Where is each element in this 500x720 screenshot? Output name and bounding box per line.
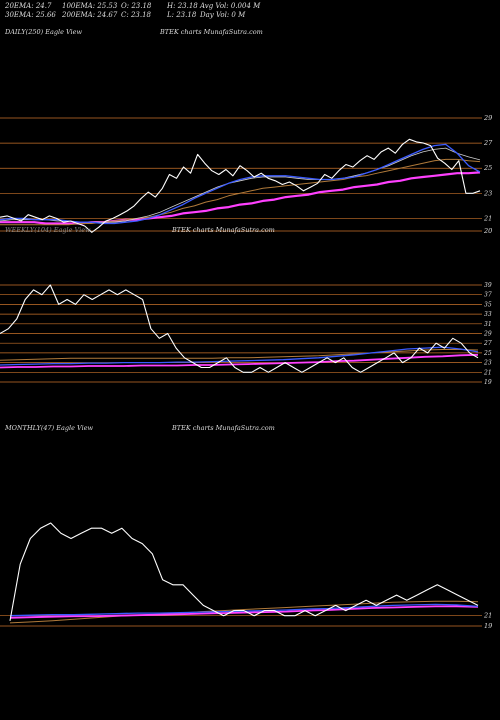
- y-tick-label: 27: [483, 139, 493, 147]
- y-tick-label: 27: [483, 340, 492, 347]
- y-tick-label: 29: [483, 331, 492, 338]
- y-tick-label: 21: [483, 612, 492, 620]
- open-text: O: 23.18: [121, 2, 152, 10]
- y-tick-label: 19: [484, 379, 492, 386]
- y-tick-label: 39: [484, 282, 492, 289]
- weekly-panel-label: WEEKLY(104) Eagle View: [5, 226, 91, 234]
- ema-brown-line: [9, 600, 479, 624]
- avg-vol-text: Avg Vol: 0.004 M: [200, 2, 261, 10]
- y-tick-label: 29: [483, 114, 492, 122]
- price-line: [9, 522, 479, 621]
- high-text: H: 23.18: [167, 2, 198, 10]
- ema100-line: [0, 158, 481, 226]
- daily-watermark: BTEK charts MunafaSutra.com: [160, 28, 263, 36]
- ema100-text: 100EMA: 25.53: [62, 2, 118, 10]
- daily-panel-label: DAILY(250) Eagle View: [5, 28, 83, 36]
- weekly-watermark: BTEK charts MunafaSutra.com: [172, 226, 275, 234]
- ema-magenta-line: [9, 605, 479, 619]
- y-tick-label: 19: [484, 622, 492, 630]
- price-line: [0, 138, 481, 233]
- y-tick-label: 21: [483, 369, 492, 376]
- ema200-text: 200EMA: 24.67: [62, 11, 118, 19]
- weekly-chart: 39 37 35 33 31 29 27 25 23 21 19: [0, 282, 492, 386]
- ema-brown-line: [0, 349, 479, 361]
- monthly-watermark: BTEK charts MunafaSutra.com: [172, 424, 275, 432]
- y-tick-label: 21: [483, 214, 492, 222]
- daily-chart: 29 27 25 23 21 20: [0, 114, 493, 235]
- y-tick-label: 23: [483, 360, 492, 367]
- ema30-text: 30EMA: 25.66: [5, 11, 56, 19]
- y-tick-label: 25: [483, 164, 492, 172]
- ema20-text: 20EMA: 24.7: [5, 2, 52, 10]
- y-tick-label: 31: [484, 321, 492, 328]
- price-line: [0, 284, 479, 373]
- y-tick-label: 35: [484, 301, 492, 308]
- ema30-line: [0, 147, 481, 223]
- monthly-panel-label: MONTHLY(47) Eagle View: [5, 424, 94, 432]
- day-vol-text: Day Vol: 0 M: [200, 11, 246, 19]
- ema-blue-line: [0, 346, 479, 366]
- ema20-line: [0, 143, 481, 225]
- y-tick-label: 23: [483, 189, 492, 197]
- close-text: C: 23.18: [121, 11, 151, 19]
- low-text: L: 23.18: [167, 11, 197, 19]
- y-tick-label: 37: [484, 292, 492, 299]
- y-tick-label: 20: [483, 227, 492, 235]
- y-tick-label: 33: [484, 311, 492, 318]
- y-tick-label: 25: [483, 350, 492, 357]
